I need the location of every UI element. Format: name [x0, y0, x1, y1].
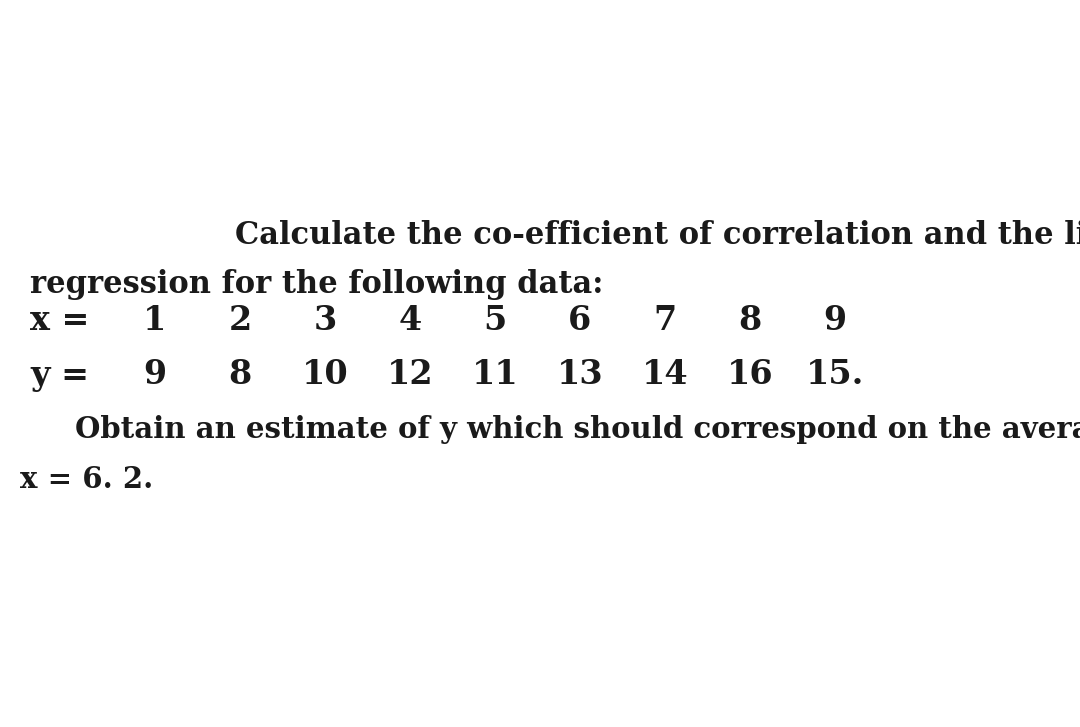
Text: 16: 16	[727, 358, 773, 392]
Text: 6: 6	[568, 303, 592, 337]
Text: x =: x =	[30, 303, 90, 337]
Text: 5: 5	[484, 303, 507, 337]
Text: 7: 7	[653, 303, 677, 337]
Text: Obtain an estimate of y which should correspond on the average to: Obtain an estimate of y which should cor…	[75, 416, 1080, 444]
Text: 8: 8	[228, 358, 252, 392]
Text: Calculate the co-efficient of correlation and the lines of: Calculate the co-efficient of correlatio…	[235, 220, 1080, 251]
Text: regression for the following data:: regression for the following data:	[30, 270, 604, 300]
Text: 12: 12	[387, 358, 433, 392]
Text: 4: 4	[399, 303, 421, 337]
Text: 13: 13	[556, 358, 604, 392]
Text: 9: 9	[823, 303, 847, 337]
Text: 2: 2	[228, 303, 252, 337]
Text: 10: 10	[301, 358, 349, 392]
Text: x = 6. 2.: x = 6. 2.	[21, 465, 153, 494]
Text: 9: 9	[144, 358, 166, 392]
Text: 1: 1	[144, 303, 166, 337]
Text: y =: y =	[30, 358, 89, 392]
Text: 14: 14	[642, 358, 688, 392]
Text: 8: 8	[739, 303, 761, 337]
Text: 11: 11	[472, 358, 518, 392]
Text: 3: 3	[313, 303, 337, 337]
Text: 15.: 15.	[806, 358, 864, 392]
